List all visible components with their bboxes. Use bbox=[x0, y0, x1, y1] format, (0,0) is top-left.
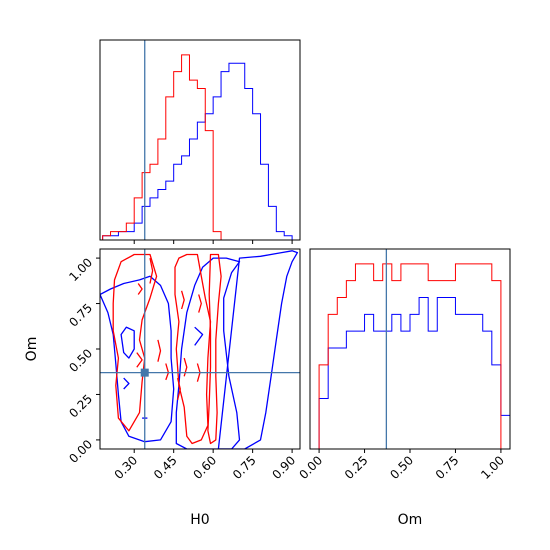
om-histogram-red bbox=[310, 263, 510, 450]
h0-histogram-panel bbox=[99, 39, 301, 244]
x-axis-label-om: Om bbox=[398, 512, 423, 528]
om-histogram-blue bbox=[310, 296, 511, 450]
contour-group bbox=[100, 250, 299, 449]
contour-red-11 bbox=[198, 294, 202, 313]
contour-red-7 bbox=[176, 377, 181, 401]
joint-truth-marker bbox=[140, 368, 149, 377]
contour-red-1 bbox=[137, 283, 143, 295]
contour-red-12 bbox=[149, 257, 154, 284]
contour-red-2 bbox=[136, 352, 143, 368]
contour-red-4 bbox=[207, 253, 222, 445]
contour-blue-1 bbox=[120, 326, 135, 359]
contour-red-5 bbox=[157, 339, 162, 362]
h0-histogram-ticks bbox=[133, 240, 293, 244]
contour-blue-4 bbox=[175, 257, 241, 449]
h0-histogram-frame bbox=[99, 39, 301, 241]
joint-frame bbox=[99, 248, 301, 450]
x-axis-label-h0: H0 bbox=[190, 512, 209, 528]
contour-blue-2 bbox=[123, 377, 130, 390]
joint-truth-lines bbox=[100, 249, 300, 449]
contour-blue-5 bbox=[217, 250, 299, 449]
h0-histogram-blue bbox=[102, 62, 300, 241]
y-axis-label-om: Om bbox=[24, 337, 40, 362]
contour-blue-0 bbox=[100, 275, 175, 443]
om-histogram-marks bbox=[310, 263, 511, 450]
contour-blue-6 bbox=[194, 326, 204, 346]
joint-contour-marks bbox=[100, 250, 299, 449]
om-histogram-frame bbox=[309, 248, 511, 450]
contour-red-10 bbox=[180, 290, 185, 310]
